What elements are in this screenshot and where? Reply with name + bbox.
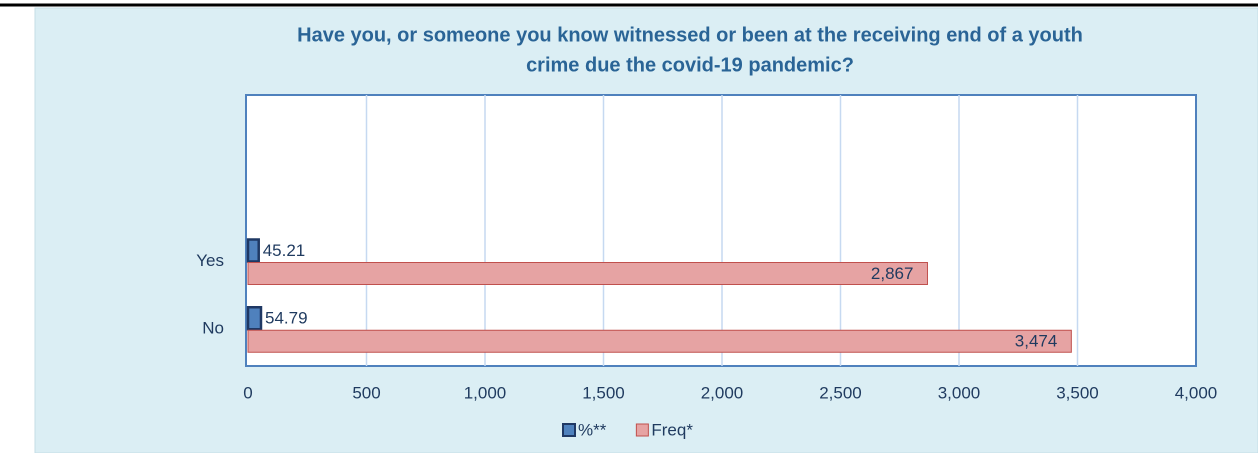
bar — [246, 306, 263, 331]
legend-label: %** — [578, 420, 607, 439]
data-label: 45.21 — [263, 241, 306, 260]
x-tick-label: 2,500 — [819, 383, 862, 402]
x-tick-label: 1,000 — [464, 383, 507, 402]
chart-title: Have you, or someone you know witnessed … — [297, 24, 1083, 46]
y-tick-label: No — [202, 319, 224, 338]
x-tick-label: 2,000 — [701, 383, 744, 402]
y-tick-label: Yes — [196, 251, 224, 270]
x-tick-label: 1,500 — [582, 383, 625, 402]
x-tick-label: 3,500 — [1056, 383, 1099, 402]
legend-swatch — [635, 423, 649, 437]
x-tick-label: 500 — [352, 383, 380, 402]
x-tick-label: 4,000 — [1175, 383, 1218, 402]
legend-label: Freq* — [651, 420, 693, 439]
x-tick-label: 0 — [243, 383, 252, 402]
bar — [247, 262, 928, 285]
data-label: 54.79 — [265, 309, 308, 328]
bar — [247, 329, 1072, 353]
data-label: 3,474 — [1015, 332, 1058, 351]
data-label: 2,867 — [871, 264, 914, 283]
chart-title: crime due the covid-19 pandemic? — [526, 54, 854, 76]
x-tick-label: 3,000 — [938, 383, 981, 402]
plot-area — [245, 94, 1197, 367]
bar — [246, 238, 260, 263]
legend-swatch — [562, 423, 576, 437]
